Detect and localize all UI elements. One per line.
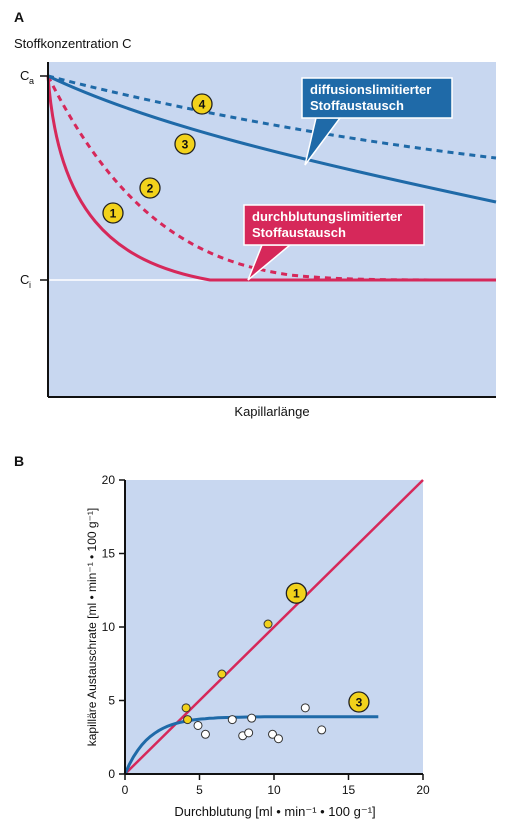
panel-b-marker-3: 3 xyxy=(348,691,370,713)
panel-b-label: B xyxy=(14,453,24,469)
panel-b-point-white-4 xyxy=(244,728,254,738)
panel-b-xlabel: Durchblutung [ml • min⁻¹ • 100 g⁻¹] xyxy=(174,804,375,819)
panel-a-xlabel: Kapillarlänge xyxy=(234,404,309,419)
panel-a-callout-2-line-1: durchblutungslimitierter xyxy=(252,209,402,224)
panel-a-callout-2-box xyxy=(243,204,425,246)
panel-b-point-white-5 xyxy=(247,713,257,723)
panel-a-callout-2-line-2: Stoffaustausch xyxy=(252,225,346,240)
panel-a-callout-1-box xyxy=(301,77,453,119)
panel-b-marker-1-circle xyxy=(285,582,308,604)
panel-a-ytick-ca: C a xyxy=(20,68,34,86)
panel-a-curve-1 xyxy=(46,75,496,282)
svg-text:i: i xyxy=(29,280,31,290)
panel-a-marker-3: 3 xyxy=(174,133,196,155)
panel-b-xtick-label-5: 5 xyxy=(196,783,203,797)
panel-b-point-white-2 xyxy=(227,715,237,725)
panel-a-callouts: diffusionslimitierterStoffaustauschdurch… xyxy=(243,77,453,281)
panel-b-line-markers: 13 xyxy=(285,582,370,713)
panel-a-callout-1-line-1: diffusionslimitierter xyxy=(310,82,431,97)
panel-b-marker-1: 1 xyxy=(285,582,308,604)
panel-a-curve-2 xyxy=(46,75,497,282)
panel-a-curves xyxy=(46,74,497,282)
panel-b-y-ticks: 0 5 10 15 20 xyxy=(102,473,125,781)
panel-b-point-yellow-0 xyxy=(181,703,191,713)
svg-text:a: a xyxy=(29,76,34,86)
panel-a-marker-3-text: 3 xyxy=(182,138,189,152)
panel-b-ytick-label-5: 5 xyxy=(108,694,115,708)
panel-b-points xyxy=(181,619,327,744)
panel-a-marker-2-circle xyxy=(139,177,161,199)
panel-a-callout-1-line-2: Stoffaustausch xyxy=(310,98,404,113)
panel-a-marker-2: 2 xyxy=(139,177,161,199)
panel-b-point-white-7 xyxy=(273,734,283,744)
panel-a-marker-2-text: 2 xyxy=(147,182,154,196)
panel-b-marker-1-text: 1 xyxy=(293,587,300,601)
panel-b-point-yellow-2 xyxy=(217,669,227,679)
panel-b-ylabel: kapilläre Austauschrate [ml • min⁻¹ • 10… xyxy=(85,508,99,747)
panel-b-point-white-1 xyxy=(200,729,210,739)
panel-b-ytick-label-15: 15 xyxy=(102,547,116,561)
panel-b-marker-3-text: 3 xyxy=(356,695,363,709)
panel-b-point-white-8 xyxy=(300,703,310,713)
panel-a-marker-4-text: 4 xyxy=(199,98,206,112)
panel-a-curve-3 xyxy=(47,74,497,204)
panel-b-point-yellow-1 xyxy=(183,715,193,725)
panel-a-marker-1-text: 1 xyxy=(110,207,117,221)
panel-b-ytick-label-20: 20 xyxy=(102,473,116,487)
panel-b-marker-3-circle xyxy=(348,691,370,713)
svg-text:C: C xyxy=(20,68,29,83)
svg-text:C: C xyxy=(20,272,29,287)
panel-a-marker-4: 4 xyxy=(191,93,213,115)
panel-b-ytick-label-10: 10 xyxy=(102,620,116,634)
panel-b-point-yellow-3 xyxy=(263,619,273,629)
panel-b-x-ticks: 0 5 10 15 20 xyxy=(122,774,430,797)
panel-a-ytick-ci: C i xyxy=(20,272,31,290)
panel-b-xtick-label-15: 15 xyxy=(342,783,356,797)
panel-b-xtick-label-10: 10 xyxy=(267,783,281,797)
panel-b-xtick-label-0: 0 xyxy=(122,783,129,797)
panel-b-point-white-9 xyxy=(317,725,327,735)
panel-a-label: A xyxy=(14,9,24,25)
panel-a-marker-1: 1 xyxy=(102,202,124,224)
panel-b-ytick-label-0: 0 xyxy=(108,767,115,781)
panel-a-curve-4 xyxy=(47,74,497,160)
panel-a-marker-4-circle xyxy=(191,93,213,115)
panel-b-point-white-6 xyxy=(268,729,278,739)
panel-b-point-white-0 xyxy=(193,720,203,730)
panel-a-marker-3-circle xyxy=(174,133,196,155)
panel-a-ylabel: Stoffkonzentration C xyxy=(14,36,132,51)
panel-a-marker-1-circle xyxy=(102,202,124,224)
panel-a-curve-markers: 1 2 3 4 xyxy=(102,93,213,224)
panel-b-xtick-label-20: 20 xyxy=(416,783,430,797)
